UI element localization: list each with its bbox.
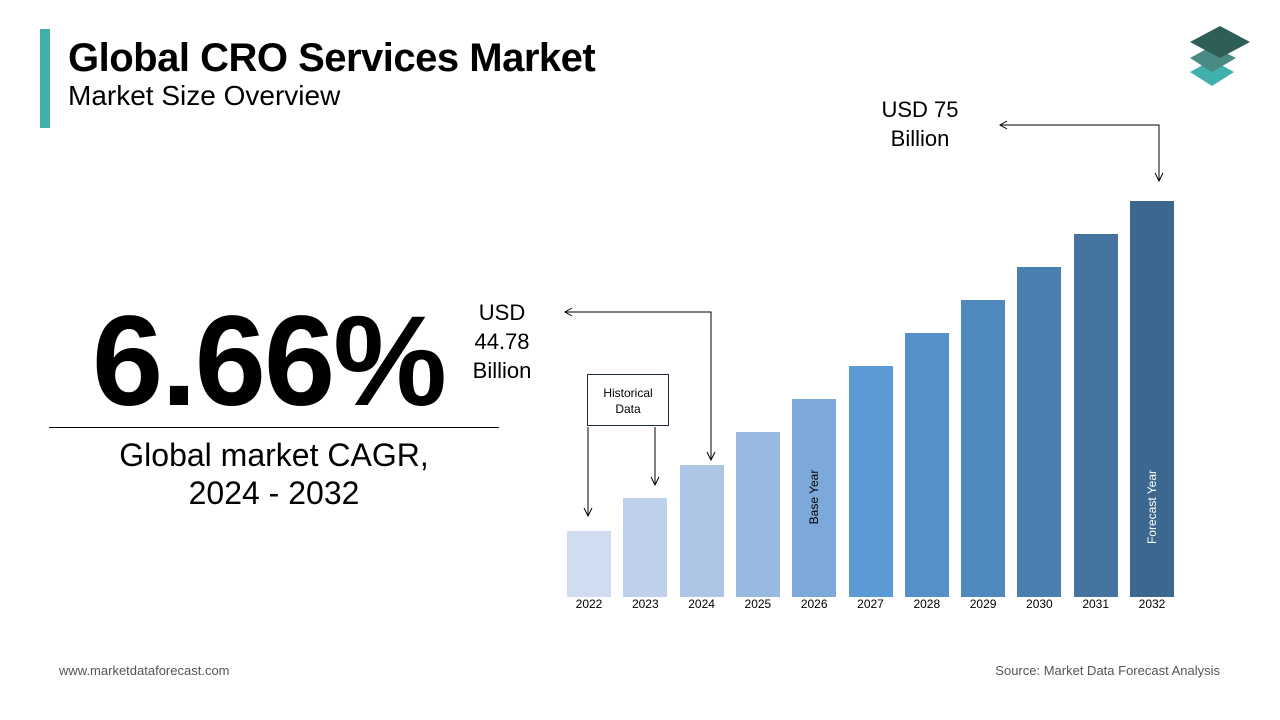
x-tick-label: 2026: [800, 597, 828, 611]
cagr-value: 6.66%: [92, 290, 447, 433]
x-tick-label: 2027: [857, 597, 884, 611]
cagr-label-line1: Global market CAGR,: [119, 437, 429, 473]
bar-2030: [1017, 267, 1062, 597]
annotation-text: 44.78: [474, 329, 530, 354]
x-tick-label: 2029: [969, 597, 997, 611]
website-link[interactable]: www.marketdataforecast.com: [59, 663, 230, 678]
divider: [49, 427, 499, 428]
cagr-label-line2: 2024 - 2032: [188, 475, 360, 511]
arrow-2024: [565, 311, 712, 460]
source-note: Source: Market Data Forecast Analysis: [995, 663, 1220, 678]
x-tick-label: 2022: [575, 597, 603, 611]
annotation-text: Billion: [890, 126, 950, 151]
bar-2022: [567, 531, 611, 597]
x-tick-label: 2030: [1026, 597, 1053, 611]
bar-2027: [848, 366, 893, 597]
arrow-2023: [650, 427, 660, 487]
bar-2028: [904, 333, 949, 597]
annotation-text: USD 75: [881, 97, 959, 122]
bar-2031: [1073, 234, 1118, 597]
arrow-2022: [583, 427, 593, 518]
cagr-label: Global market CAGR, 2024 - 2032: [49, 436, 499, 512]
x-tick-label: 2023: [631, 597, 659, 611]
annotation-text: Billion: [472, 358, 532, 383]
bar-2025: [735, 432, 780, 597]
page-title: Global CRO Services Market: [68, 36, 596, 80]
x-tick-label: 2032: [1138, 597, 1166, 611]
x-tick-label: 2031: [1082, 597, 1110, 611]
title-accent-bar: [40, 29, 50, 128]
annotation-text: USD: [478, 300, 526, 325]
annotation-text: Historical: [603, 386, 653, 400]
bar-2023: [623, 498, 668, 597]
layers-logo-icon: [1190, 26, 1250, 86]
annotation-2024-value: USD 44.78 Billion: [460, 298, 544, 385]
bar-2024: [679, 465, 724, 597]
bar-2029: [961, 300, 1006, 597]
arrow-2032: [1000, 124, 1160, 181]
historical-data-box: Historical Data: [587, 374, 669, 426]
annotation-text: Data: [615, 402, 641, 416]
annotation-2032-value: USD 75 Billion: [860, 95, 980, 153]
x-tick-label: 2024: [688, 597, 715, 611]
page-subtitle: Market Size Overview: [68, 80, 341, 111]
x-tick-label: 2025: [744, 597, 772, 611]
bar-2032: [1130, 201, 1174, 597]
bar-2026: [792, 399, 837, 597]
x-tick-label: 2028: [913, 597, 941, 611]
